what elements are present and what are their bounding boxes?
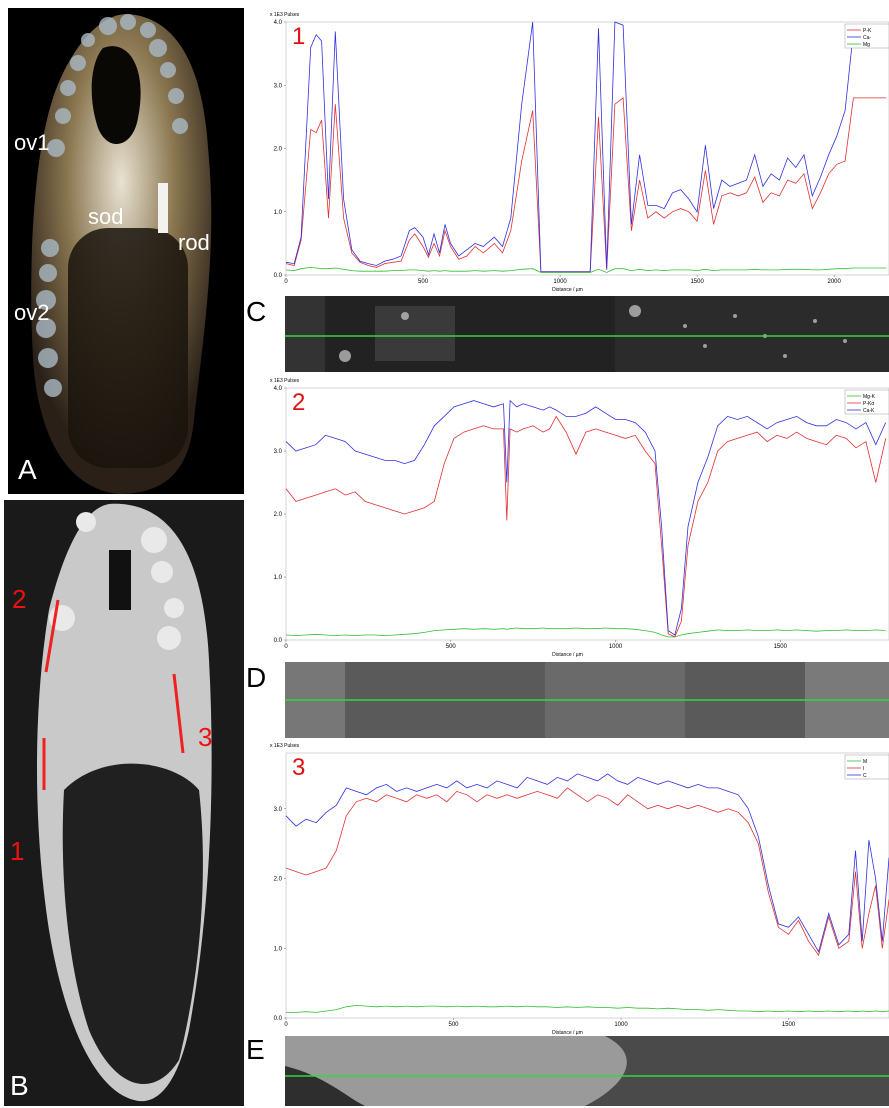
x-tick-label: 500 <box>418 279 429 285</box>
series-line-m <box>286 1004 889 1013</box>
series-line-ca-k <box>285 399 887 636</box>
y-axis-unit-label: x 1E3 Pulses <box>270 378 300 384</box>
x-axis-label: Distance / µm <box>552 287 583 293</box>
plot-area <box>285 387 889 641</box>
y-tick-label: 4.0 <box>274 386 283 392</box>
series-line-c <box>285 773 889 953</box>
line-label-1: 1 <box>10 836 25 866</box>
line-profile-chart-1: x 1E3 Pulses 0.0 1.0 2.0 3.0 4.0 0 500 1000 1500 2… <box>268 10 889 293</box>
y-tick-label: 2.0 <box>274 512 283 518</box>
legend-entry: Ca-K <box>863 408 875 414</box>
plot-area <box>285 752 889 1019</box>
series-line-i <box>285 787 889 957</box>
legend-entry: C <box>863 773 867 779</box>
chart-number-label: 3 <box>292 754 305 781</box>
series-line-mg <box>285 266 887 273</box>
line-profile-chart-2: x 1E3 Pulses 0.0 1.0 2.0 3.0 4.0 0 500 1000 1500 D… <box>268 376 889 658</box>
sem-strip-e <box>285 1036 889 1106</box>
y-tick-label: 0.0 <box>274 1016 283 1022</box>
x-tick-label: 0 <box>284 1022 288 1028</box>
x-tick-label: 500 <box>446 644 457 650</box>
micrograph-b: 2 3 1 B <box>4 500 244 1106</box>
sem-strip-c <box>285 296 889 372</box>
y-tick-label: 3.0 <box>274 807 283 813</box>
y-tick-label: 1.0 <box>274 946 283 952</box>
micrograph-a: ov1 sod rod ov2 A <box>8 8 244 494</box>
panel-label-b: B <box>10 1070 29 1101</box>
panel-label-a: A <box>18 454 37 485</box>
series-line-ca- <box>285 21 887 273</box>
x-tick-label: 2000 <box>828 279 842 285</box>
y-tick-label: 0.0 <box>274 638 283 644</box>
y-tick-label: 3.0 <box>274 83 283 89</box>
chart-number-label: 2 <box>292 389 305 416</box>
micrograph-a-image <box>31 13 212 494</box>
micrograph-b-image <box>36 503 212 1102</box>
legend-entry: Ca- <box>863 35 871 41</box>
x-tick-label: 1500 <box>782 1022 796 1028</box>
legend-entry: P-K <box>863 28 872 34</box>
x-tick-label: 1000 <box>609 644 623 650</box>
line-profile-chart-3: x 1E3 Pulses 0.0 1.0 2.0 3.0 0 500 1000 1500 Dist… <box>268 741 889 1036</box>
sem-strip-e-image <box>285 1036 889 1106</box>
x-tick-label: 1000 <box>553 279 567 285</box>
chart-number-label: 1 <box>292 23 305 50</box>
legend-entry: M <box>863 759 867 765</box>
y-tick-label: 3.0 <box>274 449 283 455</box>
label-rod: rod <box>178 230 210 255</box>
legend-entry: P-Kα <box>863 401 874 407</box>
sem-strip-c-image <box>285 296 889 372</box>
x-tick-label: 1500 <box>774 644 788 650</box>
y-tick-label: 4.0 <box>274 20 283 26</box>
y-tick-label: 0.0 <box>274 273 283 279</box>
x-tick-label: 1000 <box>614 1022 628 1028</box>
x-tick-label: 0 <box>284 644 288 650</box>
legend-entry: I <box>863 766 864 772</box>
panel-label-c: C <box>246 296 267 327</box>
y-tick-label: 1.0 <box>274 210 283 216</box>
y-tick-label: 2.0 <box>274 877 283 883</box>
line-label-3: 3 <box>198 722 213 752</box>
y-tick-label: 1.0 <box>274 575 283 581</box>
sem-strip-d <box>285 662 889 738</box>
x-axis-label: Distance / µm <box>552 652 583 658</box>
chart-1-svg: x 1E3 Pulses 0.0 1.0 2.0 3.0 4.0 0 500 1000 1500 2… <box>270 12 889 293</box>
chart-3-svg: x 1E3 Pulses 0.0 1.0 2.0 3.0 0 500 1000 1500 Dist… <box>270 743 889 1036</box>
y-axis-unit-label: x 1E3 Pulses <box>270 12 300 18</box>
x-axis-label: Distance / µm <box>552 1030 583 1036</box>
y-axis-unit-label: x 1E3 Pulses <box>270 743 300 749</box>
x-tick-label: 0 <box>284 279 288 285</box>
label-sod: sod <box>88 204 124 229</box>
label-ov1: ov1 <box>14 130 50 155</box>
x-tick-label: 500 <box>448 1022 459 1028</box>
panel-label-d: D <box>246 662 267 693</box>
profile-line-2 <box>44 599 60 673</box>
line-label-2: 2 <box>12 584 27 614</box>
legend-entry: Mg <box>863 42 870 48</box>
series-line-p-kα <box>285 415 887 638</box>
profile-line-3 <box>172 673 185 754</box>
legend-entry: Mg-K <box>863 394 876 400</box>
x-tick-label: 1500 <box>690 279 704 285</box>
panel-label-e: E <box>246 1034 265 1065</box>
label-ov2: ov2 <box>14 300 50 325</box>
y-tick-label: 2.0 <box>274 147 283 153</box>
series-line-mg-k <box>285 627 886 638</box>
plot-area <box>285 21 889 276</box>
sem-strip-d-image <box>285 662 889 738</box>
chart-2-svg: x 1E3 Pulses 0.0 1.0 2.0 3.0 4.0 0 500 1000 1500 D… <box>270 378 889 658</box>
